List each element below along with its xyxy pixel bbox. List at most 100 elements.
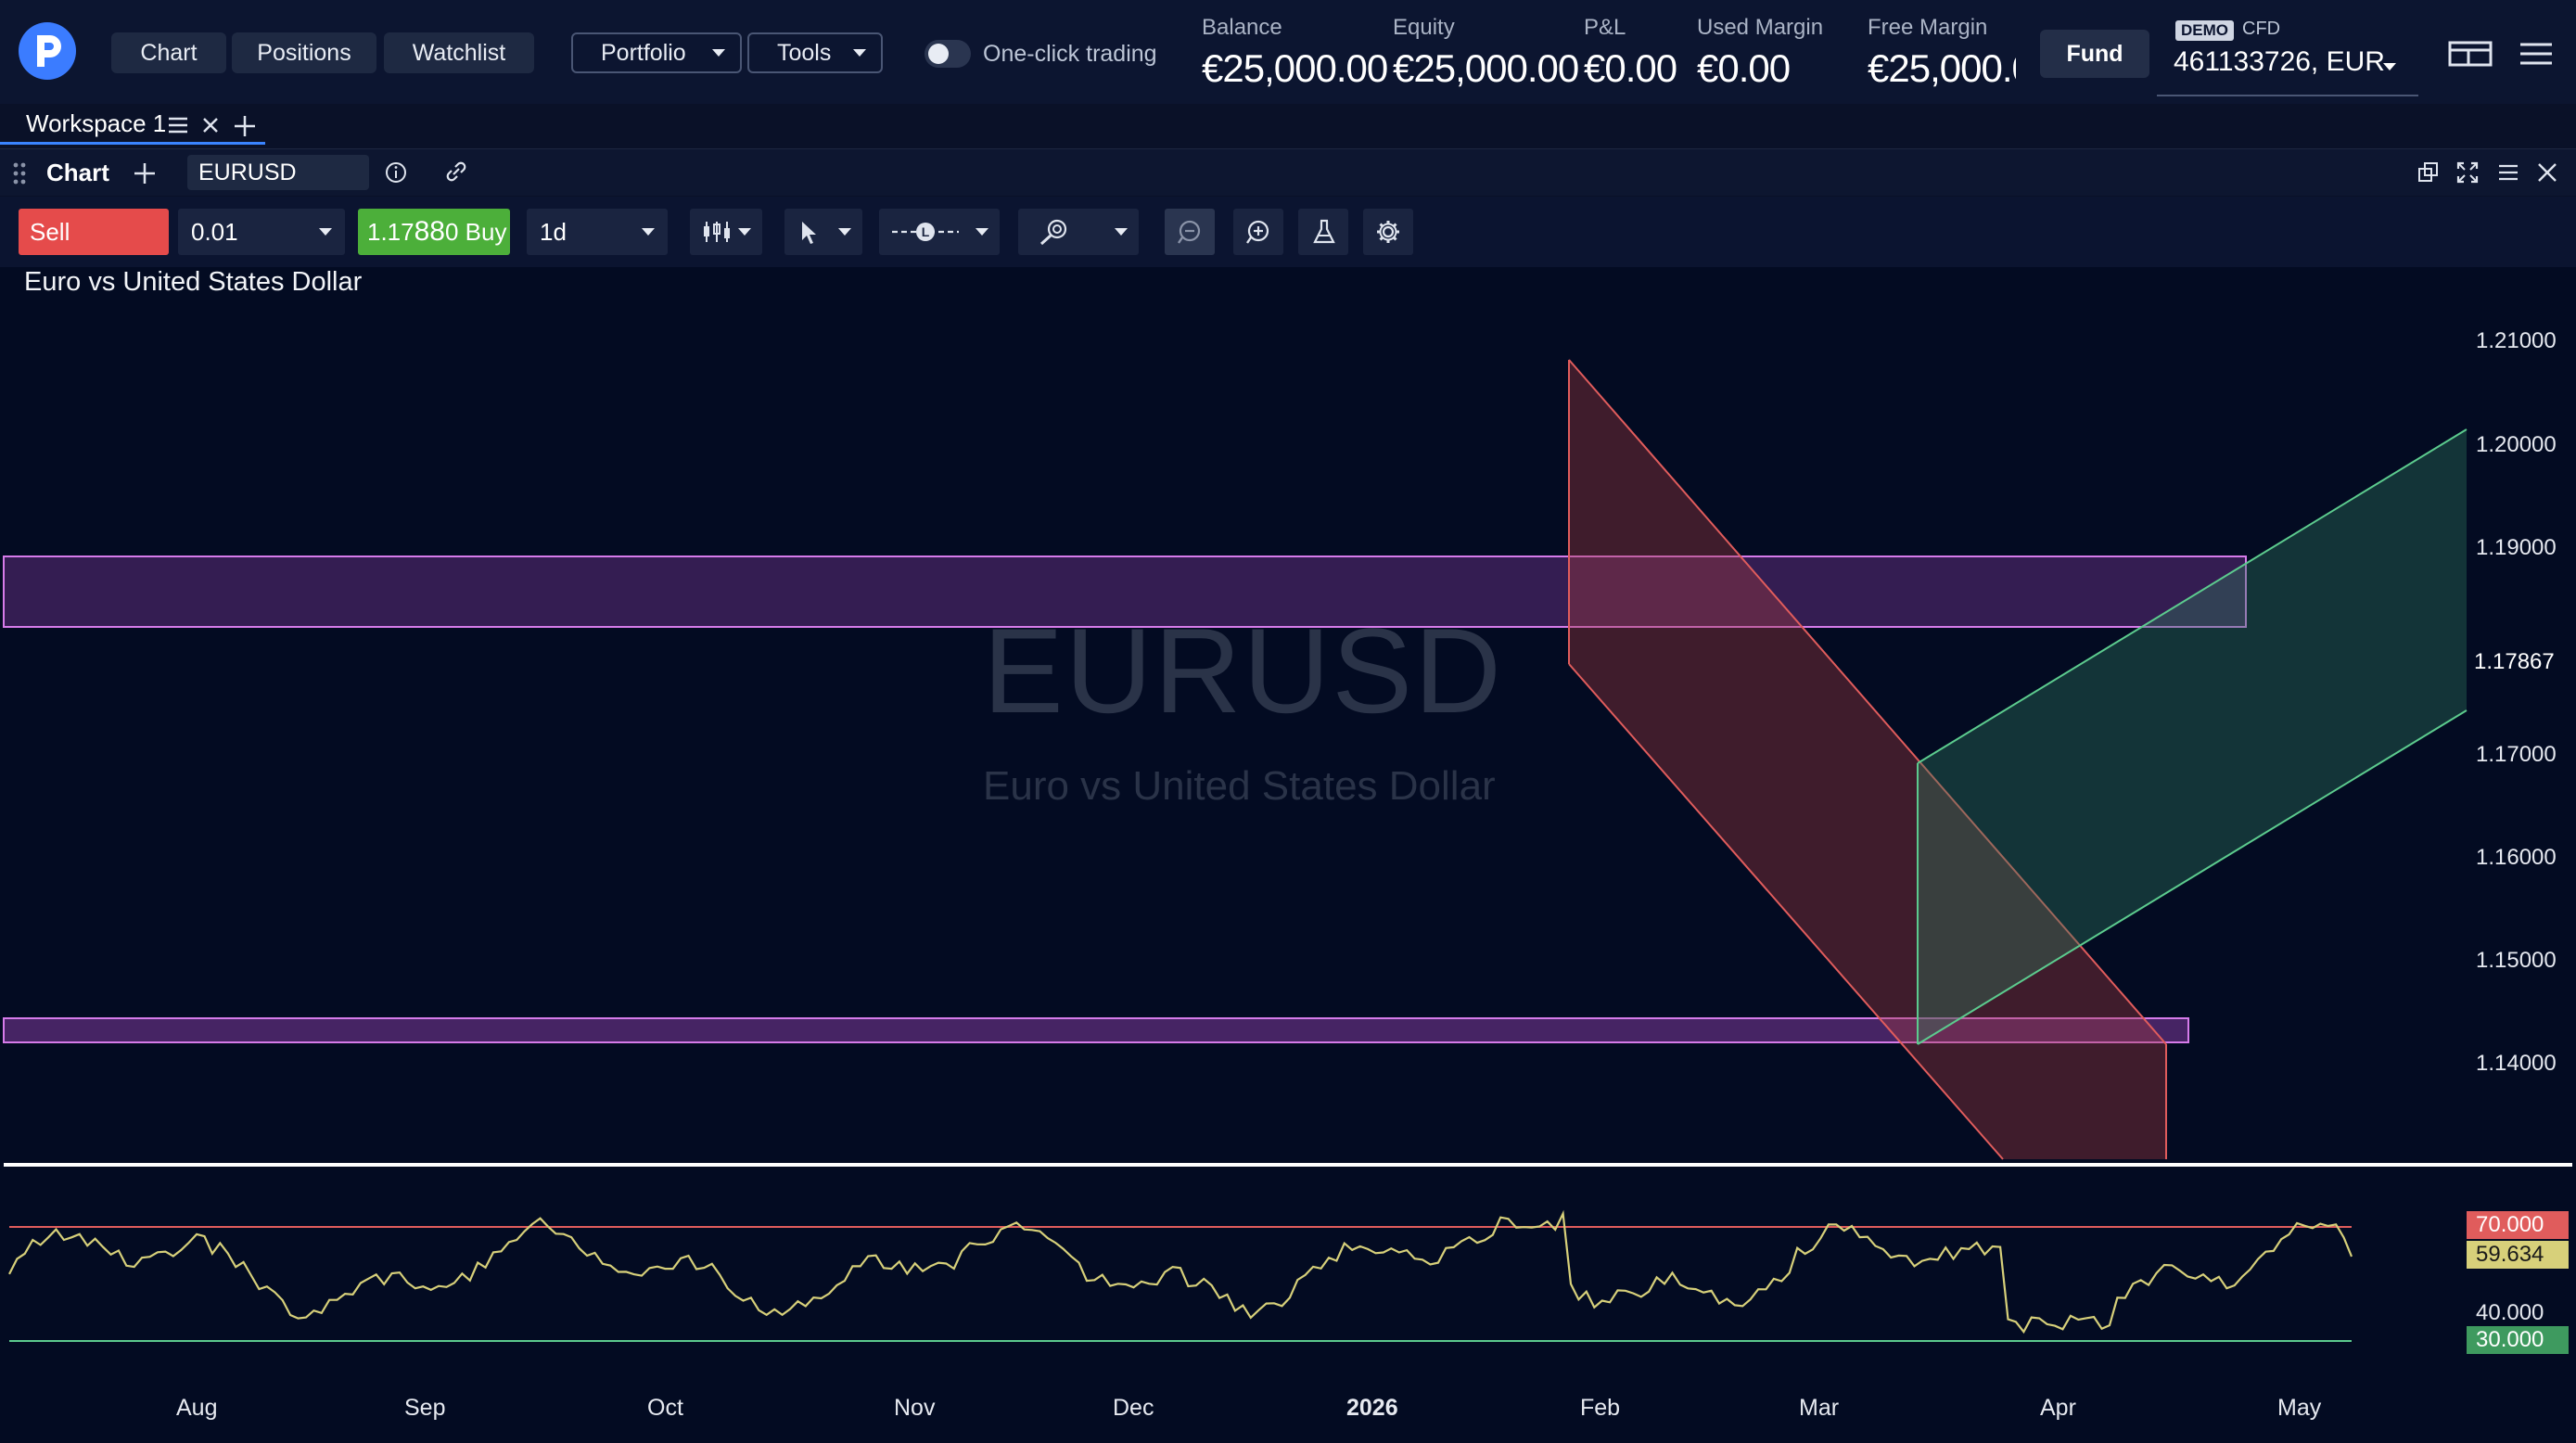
free-margin-label: Free Margin <box>1868 15 1988 40</box>
watermark-symbol: EURUSD <box>983 603 1503 738</box>
chart-svg[interactable] <box>0 267 2576 1443</box>
y-axis-label: 1.19000 <box>2476 535 2557 560</box>
layout-panel-icon[interactable] <box>2448 35 2493 72</box>
used-margin-label: Used Margin <box>1697 15 1824 40</box>
close-icon[interactable] <box>200 115 221 135</box>
chevron-down-icon <box>738 228 751 236</box>
nav-positions-button[interactable]: Positions <box>232 32 376 73</box>
x-axis-label: May <box>2277 1395 2322 1421</box>
maximize-icon[interactable] <box>2455 160 2480 185</box>
one-click-trading-toggle[interactable] <box>925 40 971 68</box>
horizontal-line-icon: L <box>892 223 959 241</box>
list-icon[interactable] <box>167 115 189 135</box>
pnl-label: P&L <box>1584 15 1626 40</box>
equity-value: €25,000.00 <box>1393 46 1579 90</box>
y-axis-label: 1.21000 <box>2476 328 2557 353</box>
y-axis-label: 1.20000 <box>2476 432 2557 457</box>
chart-type-button[interactable] <box>690 209 762 255</box>
current-price-label: 1.17867 <box>2467 647 2562 677</box>
used-margin-stat: Used Margin €0.00 <box>1697 15 1823 91</box>
rsi-line[interactable] <box>8 1209 2353 1334</box>
descending-channel-upper-line[interactable] <box>1568 359 2167 1045</box>
top-header: Chart Positions Watchlist Portfolio Tool… <box>0 0 2576 104</box>
zoom-out-icon <box>1178 220 1201 244</box>
one-click-trading-label: One-click trading <box>983 41 1157 67</box>
add-chart-icon[interactable] <box>132 160 158 186</box>
ascending-channel-lower-line[interactable] <box>1917 709 2468 1045</box>
account-number: 461133726, EUR <box>2174 46 2385 77</box>
rsi-current-badge: 59.634 <box>2467 1241 2569 1269</box>
zoom-in-button[interactable] <box>1233 209 1283 255</box>
nav-chart-button[interactable]: Chart <box>111 32 226 73</box>
sell-button[interactable]: Sell 1.17867 <box>19 209 169 293</box>
app-logo-icon[interactable] <box>17 20 78 82</box>
x-axis-label: Aug <box>176 1395 218 1421</box>
account-type: CFD <box>2242 19 2281 39</box>
workspace-bar: Workspace 1 <box>0 104 2576 147</box>
pnl-value: €0.00 <box>1584 46 1677 90</box>
account-selector[interactable]: DEMO CFD 461133726, EUR <box>2157 13 2418 96</box>
workspace-tab[interactable]: Workspace 1 <box>0 104 265 145</box>
portfolio-label: Portfolio <box>601 40 686 66</box>
zoom-out-button[interactable] <box>1165 209 1215 255</box>
y-axis-label: 1.17000 <box>2476 742 2557 767</box>
cursor-tool-button[interactable] <box>784 209 862 255</box>
quantity-value: 0.01 <box>191 218 238 246</box>
drawing-tool-button[interactable] <box>1018 209 1139 255</box>
chart-toolbar: Sell 1.17867 0.01 1.17880 Buy 1d L <box>0 197 2576 293</box>
buy-price-suffix: 0 Buy <box>444 218 507 246</box>
y-axis-label: 1.15000 <box>2476 948 2557 973</box>
panel-menu-icon[interactable] <box>2496 160 2520 185</box>
zoom-in-icon <box>1246 220 1269 244</box>
free-margin-stat: Free Margin €25,000.0( <box>1868 15 2016 91</box>
ascending-channel[interactable] <box>1918 429 2467 1044</box>
rsi-mid-label: 40.000 <box>2476 1300 2544 1325</box>
y-axis-label: 1.16000 <box>2476 845 2557 870</box>
timeframe-value: 1d <box>540 218 567 246</box>
settings-button[interactable] <box>1363 209 1413 255</box>
drag-handle-icon[interactable] <box>11 160 28 186</box>
indicators-button[interactable] <box>1298 209 1348 255</box>
descending-channel[interactable] <box>1569 360 2166 1159</box>
portfolio-dropdown[interactable]: Portfolio <box>571 32 742 73</box>
toggle-knob <box>928 44 949 64</box>
candlestick-icon <box>704 222 730 242</box>
tools-dropdown[interactable]: Tools <box>747 32 883 73</box>
y-axis-label: 1.14000 <box>2476 1051 2557 1076</box>
nav-watchlist-button[interactable]: Watchlist <box>384 32 534 73</box>
demo-badge: DEMO <box>2175 20 2234 41</box>
popout-icon[interactable] <box>2417 160 2441 185</box>
chevron-down-icon <box>2383 63 2396 70</box>
equity-label: Equity <box>1393 15 1455 40</box>
resistance-zone[interactable] <box>3 555 2247 628</box>
buy-button[interactable]: 1.17880 Buy <box>358 209 510 255</box>
chevron-down-icon <box>1115 228 1128 236</box>
support-zone[interactable] <box>3 1017 2189 1043</box>
x-axis-label: Mar <box>1799 1395 1840 1421</box>
balance-label: Balance <box>1202 15 1282 40</box>
x-axis-label: Apr <box>2040 1395 2076 1421</box>
add-workspace-icon[interactable] <box>232 113 258 139</box>
chevron-down-icon <box>319 228 332 236</box>
cursor-arrow-icon <box>802 222 816 244</box>
balance-value: €25,000.00 <box>1202 46 1388 90</box>
gear-icon <box>1377 221 1399 243</box>
chart-canvas[interactable]: Euro vs United States Dollar EURUSD Euro… <box>0 267 2576 1443</box>
line-tool-button[interactable]: L <box>879 209 1000 255</box>
fund-button[interactable]: Fund <box>2040 30 2149 78</box>
close-panel-icon[interactable] <box>2535 160 2559 185</box>
link-icon[interactable] <box>443 159 469 185</box>
chevron-down-icon <box>853 49 866 57</box>
workspace-tab-label: Workspace 1 <box>26 109 167 137</box>
quantity-select[interactable]: 0.01 <box>178 209 345 255</box>
pencil-draw-icon <box>1039 219 1067 246</box>
symbol-input[interactable]: EURUSD <box>187 155 369 190</box>
watermark-name: Euro vs United States Dollar <box>983 763 1496 809</box>
ascending-channel-upper-line[interactable] <box>1917 428 2468 764</box>
info-icon[interactable] <box>384 160 408 185</box>
equity-stat: Equity €25,000.00 <box>1393 15 1579 91</box>
hamburger-menu-icon[interactable] <box>2517 35 2556 72</box>
x-axis-label: Dec <box>1113 1395 1154 1421</box>
timeframe-select[interactable]: 1d <box>527 209 668 255</box>
descending-channel-lower-line[interactable] <box>1568 663 2004 1160</box>
